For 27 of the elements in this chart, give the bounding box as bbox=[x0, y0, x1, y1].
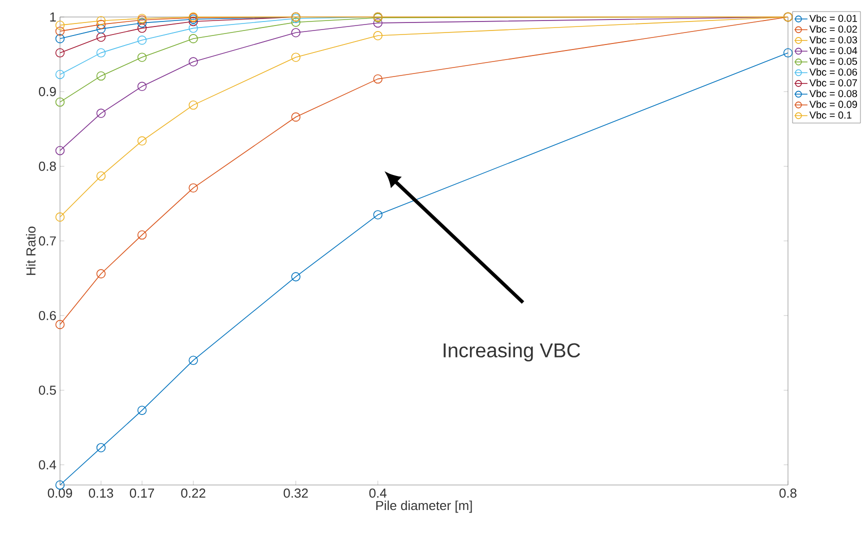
x-axis-title: Pile diameter [m] bbox=[376, 500, 472, 513]
x-tick-label: 0.8 bbox=[779, 488, 796, 498]
y-tick-label: 0.5 bbox=[38, 386, 56, 395]
legend-label: Vbc = 0.1 bbox=[809, 111, 852, 119]
legend-label: Vbc = 0.05 bbox=[809, 58, 858, 65]
legend-label: Vbc = 0.08 bbox=[809, 90, 858, 98]
y-axis-title: Hit Ratio bbox=[26, 226, 36, 275]
legend-label: Vbc = 0.06 bbox=[809, 68, 858, 76]
legend-label: Vbc = 0.01 bbox=[809, 14, 857, 22]
y-tick-label: 0.6 bbox=[38, 310, 56, 320]
legend-label: Vbc = 0.09 bbox=[809, 100, 857, 108]
x-tick-label: 0.13 bbox=[88, 488, 114, 498]
y-tick-label: 0.8 bbox=[38, 162, 56, 171]
legend-label: Vbc = 0.07 bbox=[809, 79, 857, 86]
annotation: Increasing VBC bbox=[444, 342, 580, 362]
x-tick-label: 0.4 bbox=[369, 488, 387, 498]
legend-label: Vbc = 0.02 bbox=[809, 25, 857, 33]
x-tick-label: 0.09 bbox=[48, 488, 72, 498]
y-tick-label: 0.7 bbox=[38, 236, 56, 246]
y-tick-label: 0.4 bbox=[38, 460, 56, 470]
legend-label: Vbc = 0.03 bbox=[809, 36, 858, 44]
x-tick-label: 0.17 bbox=[130, 488, 154, 498]
x-tick-label: 0.32 bbox=[284, 488, 308, 498]
y-tick-label: 1 bbox=[50, 12, 56, 22]
x-tick-label: 0.22 bbox=[181, 488, 206, 498]
legend-label: Vbc = 0.04 bbox=[809, 46, 858, 54]
y-tick-label: 0.9 bbox=[38, 87, 56, 96]
